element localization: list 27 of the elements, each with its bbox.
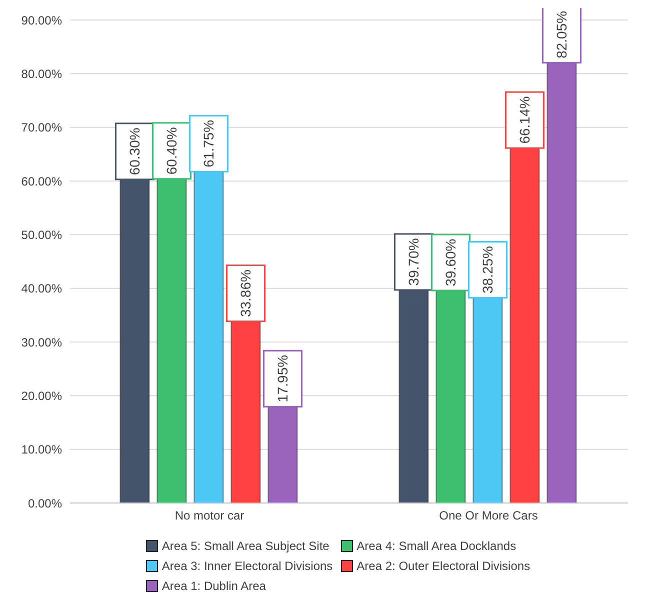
y-tick-label: 20.00% (21, 388, 62, 403)
y-tick-label: 10.00% (21, 442, 62, 457)
data-label: 60.40% (164, 127, 180, 175)
data-label: 17.95% (274, 354, 291, 402)
data-label: 82.05% (554, 10, 570, 58)
y-tick-label: 30.00% (21, 335, 62, 350)
y-tick-label: 60.00% (21, 174, 62, 188)
x-tick-label: No motor car (174, 508, 244, 523)
data-label: 60.30% (126, 128, 143, 176)
y-tick-label: 70.00% (21, 120, 62, 135)
legend-label: Area 5: Small Area Subject Site (162, 539, 330, 553)
data-label: 39.70% (406, 238, 422, 286)
data-label: 39.60% (442, 238, 459, 286)
legend-label: Area 2: Outer Electoral Divisions (356, 559, 530, 573)
legend-label: Area 4: Small Area Docklands (356, 539, 516, 553)
y-tick-label: 80.00% (21, 66, 62, 81)
data-label: 33.86% (238, 270, 254, 318)
y-tick-label: 0.00% (28, 496, 62, 510)
x-tick-label: One Or More Cars (439, 508, 538, 523)
y-tick-label: 90.00% (21, 13, 62, 28)
y-tick-label: 50.00% (21, 228, 62, 242)
data-label: 38.25% (480, 246, 496, 294)
data-label: 61.75% (200, 120, 217, 168)
legend-label: Area 3: Inner Electoral Divisions (162, 559, 333, 573)
data-label: 66.14% (516, 96, 533, 144)
legend-label: Area 1: Dublin Area (162, 579, 266, 593)
y-tick-label: 40.00% (21, 282, 62, 296)
